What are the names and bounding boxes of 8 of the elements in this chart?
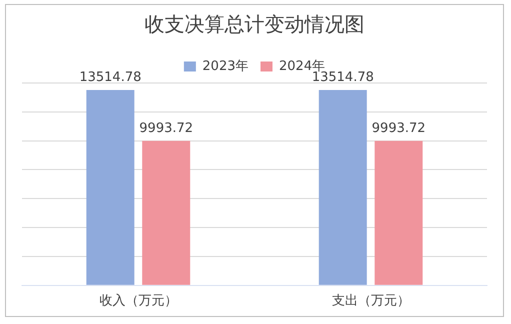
chart-title: 收支决算总计变动情况图 bbox=[144, 12, 364, 36]
data-label: 9993.72 bbox=[372, 120, 426, 136]
data-label: 13514.78 bbox=[312, 70, 374, 85]
x-tick-label: 支出（万元） bbox=[332, 294, 410, 309]
x-tick-label: 收入（万元） bbox=[99, 294, 178, 309]
data-label: 13514.78 bbox=[79, 70, 142, 85]
legend-label: 2023年 bbox=[202, 58, 249, 74]
data-label: 9993.72 bbox=[139, 120, 194, 136]
